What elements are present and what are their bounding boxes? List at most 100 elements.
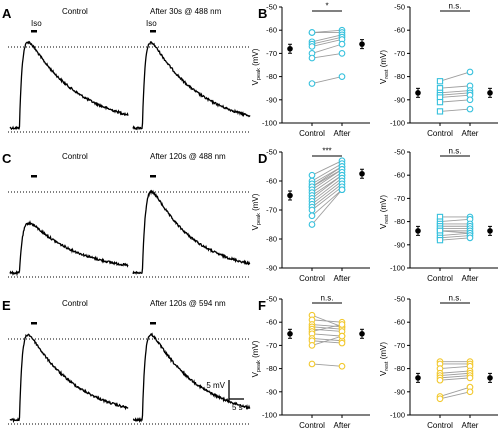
- panel-label-B: B: [258, 6, 267, 21]
- mean-marker: [287, 192, 293, 199]
- y-tick-label: -60: [394, 171, 405, 180]
- pair-8: [308, 73, 346, 87]
- peak-panel: -50 -60 -70 -80 -90 -100 Control After Vpeak (mV…: [251, 294, 370, 430]
- y-tick-label: -60: [266, 318, 277, 327]
- y-tick-label: -80: [394, 364, 405, 373]
- y-tick-label: -50: [266, 295, 277, 304]
- pair-line: [311, 52, 343, 59]
- row-2: C D Control After 120s @ 488 nm -50 -60 -70 -80…: [2, 147, 498, 283]
- peak-panel: -50 -60 -70 -80 -90 Control After Vpeak (mV) ***: [251, 147, 370, 283]
- mean-marker: [287, 331, 293, 337]
- pair-line: [439, 94, 471, 98]
- pair-line: [311, 189, 343, 217]
- trace-title-after: After 120s @ 594 nm: [150, 299, 226, 308]
- significance-label: n.s.: [449, 147, 462, 156]
- mean-control: [415, 372, 421, 383]
- data-point: [308, 29, 316, 36]
- x-tick-label: After: [462, 274, 479, 283]
- mean-after: [487, 372, 493, 383]
- y-tick-label: -70: [394, 194, 405, 203]
- scale-bar-s-label: 5 s: [232, 403, 243, 412]
- pair-line: [311, 174, 343, 199]
- y-tick-label: -60: [394, 26, 405, 35]
- y-tick-label: -60: [266, 177, 277, 186]
- pair-line: [311, 363, 343, 367]
- pair-line: [311, 335, 343, 346]
- pair-10: [308, 332, 346, 349]
- mean-marker: [287, 45, 293, 52]
- y-tick-label: -100: [390, 411, 405, 420]
- pair-line: [311, 189, 343, 225]
- data-point: [308, 342, 316, 349]
- mean-control: [415, 225, 421, 236]
- mean-marker: [359, 331, 365, 337]
- stimulus-bar-after: [150, 175, 156, 178]
- significance-label: n.s.: [449, 294, 462, 303]
- pair-line: [439, 90, 471, 94]
- panel-label-A: A: [2, 6, 12, 21]
- y-tick-label: -80: [394, 217, 405, 226]
- y-tick-label: -50: [266, 3, 277, 12]
- trace-control: [9, 220, 129, 277]
- data-point: [308, 206, 316, 214]
- trace-title-after: After 30s @ 488 nm: [150, 7, 222, 16]
- y-tick-label: -100: [390, 264, 405, 273]
- mean-marker: [487, 228, 493, 234]
- pair-10: [436, 234, 474, 244]
- y-axis-label: Vrest (mV): [379, 50, 390, 84]
- data-point: [338, 362, 346, 370]
- pair-1: [436, 68, 474, 85]
- y-tick-label: -70: [394, 341, 405, 350]
- y-tick-label: -50: [394, 3, 405, 12]
- scale-bar: 5 mV 5 s: [206, 380, 244, 412]
- x-tick-label: After: [334, 274, 351, 283]
- scale-bar-mv-label: 5 mV: [206, 381, 225, 390]
- pair-7: [436, 374, 474, 384]
- stimulus-bar-after: [150, 30, 156, 33]
- y-tick-label: -70: [266, 341, 277, 350]
- data-point: [466, 374, 474, 382]
- pair-7: [308, 50, 346, 62]
- rest-panel: -50 -60 -70 -80 -90 -100 Control After Vrest (mV…: [379, 2, 498, 138]
- y-tick-label: -80: [266, 364, 277, 373]
- data-point: [338, 50, 346, 57]
- x-tick-label: After: [462, 421, 479, 430]
- panel-label-E: E: [2, 298, 11, 313]
- panel-label-F: F: [258, 298, 266, 313]
- significance-label: n.s.: [449, 2, 462, 11]
- y-tick-label: -90: [266, 387, 277, 396]
- pair-line: [311, 324, 343, 332]
- pair-line: [311, 337, 343, 342]
- data-point: [436, 108, 444, 115]
- trace-title-after: After 120s @ 488 nm: [150, 152, 226, 161]
- iso-label-control: Iso: [31, 19, 42, 28]
- data-point: [338, 73, 346, 80]
- pair-line: [439, 232, 471, 236]
- pair-line: [311, 319, 343, 323]
- pair-15: [308, 186, 346, 228]
- data-point: [436, 98, 444, 106]
- pair-6: [308, 40, 346, 57]
- significance-label: n.s.: [321, 294, 334, 303]
- pair-line: [311, 333, 343, 337]
- data-point: [308, 43, 316, 50]
- pair-line: [311, 163, 343, 182]
- stimulus-bar-after: [150, 322, 156, 325]
- pair-line: [439, 365, 471, 370]
- data-point: [436, 237, 444, 244]
- rest-panel: -50 -60 -70 -80 -90 -100 Control After Vrest (mV…: [379, 294, 498, 430]
- pair-line: [439, 108, 471, 112]
- mean-after: [487, 87, 493, 98]
- data-point: [338, 339, 346, 347]
- pair-line: [311, 328, 343, 332]
- stimulus-bar-control: [31, 175, 37, 178]
- mean-marker: [415, 228, 421, 234]
- y-axis-label: Vrest (mV): [379, 342, 390, 376]
- data-point: [466, 234, 474, 242]
- y-tick-label: -90: [266, 264, 277, 273]
- data-point: [308, 80, 316, 87]
- y-tick-label: -70: [394, 49, 405, 58]
- pair-line: [439, 370, 471, 374]
- pair-line: [439, 230, 471, 234]
- data-point: [436, 376, 444, 384]
